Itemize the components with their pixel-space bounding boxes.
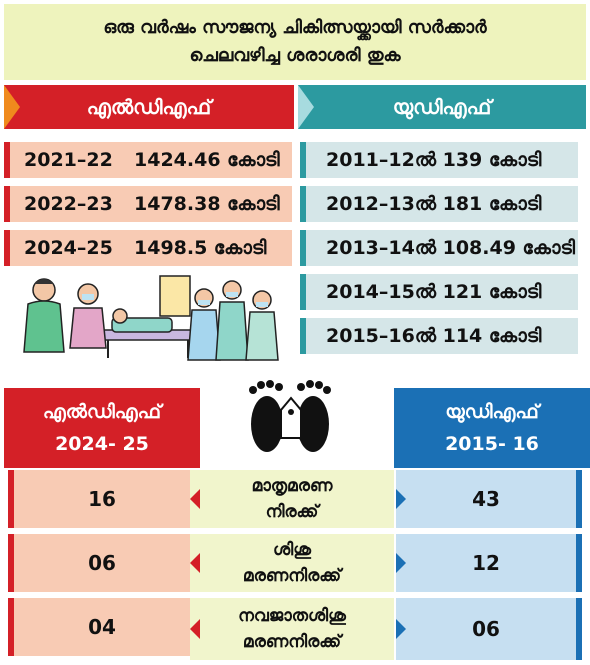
right-arrow-icon (396, 619, 406, 639)
ldf-value-text: 04 (88, 615, 116, 639)
udf-mortality-header: യുഡിഎഫ് 2015- 16 (394, 388, 590, 468)
udf-spending-row: 2011–12ൽ 139 കോടി (300, 142, 578, 178)
udf-mortality-value: 43 (396, 470, 582, 528)
udf-spending-row: 2012–13ൽ 181 കോടി (300, 186, 578, 222)
ldf-mortality-value: 06 (8, 534, 190, 592)
ldf-header: എൽഡിഎഫ് (4, 85, 294, 129)
title-line-2: ചെലവഴിച്ച ശരാശരി തുക (189, 45, 401, 66)
udf-spending-text: 2011–12ൽ 139 കോടി (326, 149, 542, 171)
left-arrow-icon (190, 619, 200, 639)
mortality-label-line-1: നവജാതശിശു (238, 606, 346, 626)
udf-value-text: 12 (472, 551, 500, 575)
ldf-mortality-period: 2024- 25 (55, 433, 149, 455)
udf-mortality-value: 12 (396, 534, 582, 592)
mortality-label: ശിശു മരണനിരക്ക് (190, 534, 394, 592)
ldf-year: 2022–23 (24, 193, 113, 215)
ldf-spending-row: 2021–22 1424.46 കോടി (4, 142, 292, 178)
ldf-mortality-value: 16 (8, 470, 190, 528)
udf-spending-text: 2013–14ൽ 108.49 കോടി (326, 237, 575, 259)
ldf-amount: 1424.46 കോടി (134, 149, 280, 171)
right-arrow-icon (396, 553, 406, 573)
healthcare-workers-illustration (23, 275, 279, 361)
udf-spending-text: 2012–13ൽ 181 കോടി (326, 193, 542, 215)
mortality-label-line-1: മാതൃമരണ (251, 476, 333, 496)
mortality-label-line-2: നിരക്ക് (265, 502, 319, 522)
ldf-value-text: 06 (88, 551, 116, 575)
ldf-year: 2021–22 (24, 149, 113, 171)
ldf-header-label: എൽഡിഎഫ് (86, 95, 212, 119)
baby-footprints-tag-icon (249, 380, 331, 452)
ldf-mortality-value: 04 (8, 598, 190, 656)
ldf-mortality-label: എൽഡിഎഫ് (42, 401, 162, 423)
udf-header-label: യുഡിഎഫ് (392, 95, 492, 119)
udf-mortality-label: യുഡിഎഫ് (445, 401, 539, 423)
udf-spending-row: 2015–16ൽ 114 കോടി (300, 318, 578, 354)
udf-value-text: 06 (472, 617, 500, 641)
mortality-label: മാതൃമരണ നിരക്ക് (190, 470, 394, 528)
udf-spending-text: 2015–16ൽ 114 കോടി (326, 325, 542, 347)
left-arrow-icon (190, 489, 200, 509)
right-arrow-icon (396, 489, 406, 509)
ldf-amount: 1498.5 കോടി (134, 237, 267, 259)
ldf-spending-row: 2024–25 1498.5 കോടി (4, 230, 292, 266)
title-banner: ഒരു വർഷം സൗജന്യ ചികിത്സയ്ക്കായി സർക്കാർ … (4, 4, 586, 80)
udf-header: യുഡിഎഫ് (298, 85, 586, 129)
ldf-year: 2024–25 (24, 237, 113, 259)
left-arrow-icon (190, 553, 200, 573)
chevron-icon (4, 85, 20, 129)
ldf-mortality-header: എൽഡിഎഫ് 2024- 25 (4, 388, 200, 468)
chevron-icon (298, 85, 314, 129)
mortality-label-line-2: മരണനിരക്ക് (242, 566, 342, 586)
ldf-value-text: 16 (88, 487, 116, 511)
title-line-1: ഒരു വർഷം സൗജന്യ ചികിത്സയ്ക്കായി സർക്കാർ (103, 17, 487, 38)
udf-mortality-period: 2015- 16 (445, 433, 539, 455)
mortality-label: നവജാതശിശു മരണനിരക്ക് (190, 598, 394, 660)
udf-spending-row: 2014–15ൽ 121 കോടി (300, 274, 578, 310)
udf-spending-row: 2013–14ൽ 108.49 കോടി (300, 230, 578, 266)
ldf-amount: 1478.38 കോടി (134, 193, 280, 215)
ldf-spending-row: 2022–23 1478.38 കോടി (4, 186, 292, 222)
udf-mortality-value: 06 (396, 598, 582, 660)
udf-spending-text: 2014–15ൽ 121 കോടി (326, 281, 542, 303)
udf-value-text: 43 (472, 487, 500, 511)
mortality-label-line-1: ശിശു (273, 540, 311, 560)
mortality-label-line-2: മരണനിരക്ക് (242, 632, 342, 652)
